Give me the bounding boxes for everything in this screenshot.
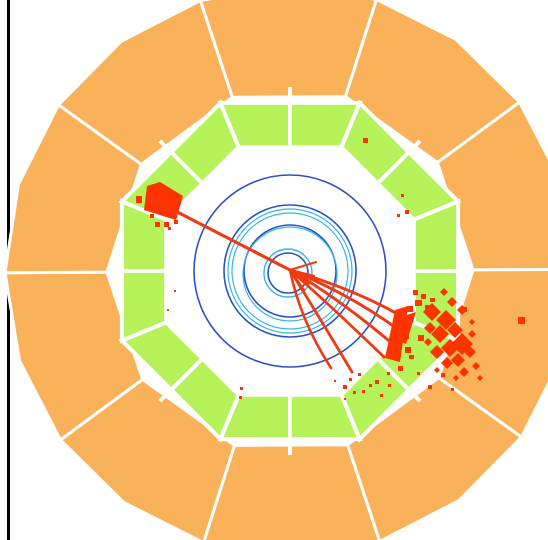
energy-deposit-cell — [409, 355, 414, 359]
energy-deposit-cell — [401, 332, 409, 339]
energy-deposit-cell — [518, 317, 525, 324]
energy-deposit-cell — [164, 222, 169, 227]
track-line — [288, 268, 394, 327]
energy-deposit-cell — [343, 385, 347, 389]
energy-deposit-cell — [436, 310, 456, 330]
energy-deposit-cell — [447, 322, 463, 338]
tracker-layer-ring — [223, 204, 357, 338]
energy-deposit-cell — [421, 294, 426, 299]
energy-deposit-cell — [398, 319, 405, 326]
energy-deposit-cell — [424, 338, 432, 346]
muon-chamber-segment — [56, 0, 235, 167]
energy-deposit-cell — [401, 194, 404, 197]
energy-deposit-cell — [397, 214, 400, 217]
outer-muon-layer — [3, 0, 548, 540]
calorimeter-divider — [158, 358, 203, 403]
energy-deposit-cell — [334, 380, 336, 382]
energy-deposits — [136, 138, 525, 400]
energy-deposit-cell — [418, 335, 424, 341]
energy-deposit-cell — [353, 391, 356, 394]
energy-deposit-cell — [415, 300, 422, 306]
energy-deposit-cell — [451, 388, 454, 391]
energy-deposit-cell — [441, 357, 453, 369]
inner-tracker-ring — [242, 226, 338, 322]
track-line — [288, 268, 310, 286]
energy-deposit-cell — [413, 290, 418, 295]
energy-deposit-cell — [391, 347, 398, 353]
energy-deposit-cell — [388, 384, 391, 387]
energy-deposit-cell — [430, 298, 435, 302]
energy-deposit-cell — [136, 196, 142, 203]
tracker-layer-ring — [193, 174, 387, 368]
track-line — [148, 196, 292, 272]
energy-deposit-cell — [434, 367, 440, 373]
tracker-layer-ring — [243, 224, 337, 318]
track-line — [288, 260, 318, 272]
energy-deposit-cell — [468, 330, 476, 338]
energy-deposit-cell — [441, 373, 445, 377]
energy-deposit-cell — [462, 307, 467, 312]
energy-deposit-cell — [240, 387, 243, 390]
calorimeter-divider — [377, 358, 422, 403]
energy-deposit-cell — [358, 373, 361, 376]
energy-deposit-cell — [405, 347, 411, 353]
energy-deposit-cell — [453, 375, 459, 381]
energy-deposit-cell — [174, 220, 178, 224]
energy-deposit-cell — [405, 210, 409, 214]
energy-deposit-cell — [150, 214, 154, 218]
particle-tracks — [148, 196, 396, 374]
energy-deposit-cell — [428, 385, 432, 389]
energy-deposit-cell — [431, 325, 449, 343]
energy-deposit-cell — [363, 138, 368, 143]
energy-deposit-cell — [407, 306, 413, 312]
energy-deposit-cell — [344, 398, 346, 400]
energy-deposit-cell — [387, 372, 390, 375]
energy-deposit-cell — [477, 375, 483, 381]
energy-deposit-cell — [447, 297, 457, 307]
energy-deposit-cell — [451, 353, 465, 367]
energy-deposit-cell — [464, 346, 476, 358]
tracker-layers — [193, 174, 387, 368]
beam-pipe-ring — [263, 248, 313, 298]
energy-deposit-cell — [469, 319, 475, 325]
inner-tracker-ring — [231, 212, 349, 330]
calorimeter-divider — [377, 139, 422, 184]
vertex-detector-ring — [267, 252, 309, 294]
energy-deposit-cell — [430, 345, 444, 359]
energy-deposit-cell — [349, 378, 352, 381]
energy-deposit-cell — [472, 362, 480, 370]
energy-deposit-cell — [174, 290, 176, 292]
inner-tracker-ring — [227, 208, 353, 334]
energy-deposit-cell — [398, 366, 403, 371]
energy-deposit-cell — [168, 227, 171, 230]
energy-deposit-cell — [440, 288, 448, 296]
energy-deposit-cell — [375, 380, 379, 384]
energy-deposit-cell — [369, 384, 372, 387]
energy-deposit-cell — [167, 309, 169, 311]
energy-deposit-cell — [380, 394, 383, 397]
energy-deposit-cell — [239, 396, 242, 399]
energy-deposit-cell — [362, 390, 365, 393]
track-line — [288, 268, 306, 292]
energy-deposit-cell — [441, 339, 459, 357]
energy-deposit-cell — [155, 222, 160, 227]
track-line — [288, 268, 316, 278]
energy-deposit-cell — [423, 303, 441, 321]
energy-deposit-cell — [459, 367, 469, 377]
calorimeter-divider — [158, 139, 203, 184]
track-line — [288, 268, 333, 370]
energy-deposit-cell — [424, 322, 436, 334]
track-line — [288, 268, 390, 342]
energy-deposit-cell — [417, 372, 420, 375]
